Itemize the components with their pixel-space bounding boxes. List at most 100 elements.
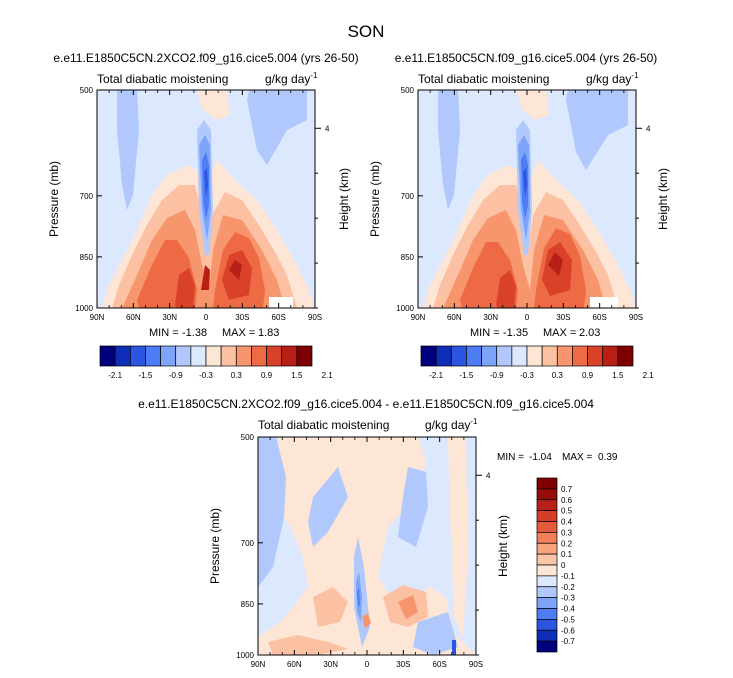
panel-1-xtick-label: 60N — [126, 313, 141, 322]
panel-2-colorbar-label: -1.5 — [460, 371, 474, 380]
panel-2-missing-data-patch — [590, 297, 618, 308]
panel-1-colorbar-box — [114, 345, 131, 367]
panel-2-plot-area — [418, 90, 636, 308]
panel-1-colorbar-box — [266, 345, 283, 367]
panel-1-ytick-label: 700 — [80, 192, 94, 201]
panel-2-colorbar-label: 0.9 — [582, 371, 594, 380]
panel-1-xtick-label: 30N — [162, 313, 177, 322]
panel-1-xtick-label: 30S — [235, 313, 249, 322]
panel-3-max-label: MAX = — [562, 452, 592, 463]
panel-1-max-label: MAX = — [222, 327, 255, 339]
panel-2-xtick-label: 60N — [447, 313, 462, 322]
panel-3-colorbar-label: -0.5 — [561, 615, 575, 624]
panel-3-contour-lt-neg0.5-south-column — [452, 640, 456, 655]
panel-3-colorbar-label: 0.1 — [561, 550, 573, 559]
panel-2-colorbar-box — [572, 345, 588, 367]
panel-1: e.e11.E1850C5CN.2XCO2.f09_g16.cice5.004 … — [47, 51, 359, 380]
panel-2-contour-lt-neg0.3-left — [438, 90, 460, 210]
panel-1-contour-gt1.5-north — [201, 265, 210, 290]
panel-2-units-exponent: -1 — [631, 71, 639, 80]
panel-3-colorbar-label: 0.6 — [561, 496, 573, 505]
panel-2-colorbar-label: 0.3 — [552, 371, 564, 380]
panel-3-colorbar-label: -0.2 — [561, 583, 575, 592]
panel-1-colorbar-box — [129, 345, 146, 367]
panel-3-xtick-label: 60S — [433, 660, 447, 669]
panel-3-colorbar-box — [536, 619, 558, 631]
panel-1-max-value: 1.83 — [258, 327, 279, 339]
panel-3-colorbar-box — [536, 597, 558, 609]
panel-3-colorbar-label: 0.4 — [561, 518, 573, 527]
panel-1-colorbar-label: 1.5 — [291, 371, 303, 380]
panel-1-colorbar-box — [175, 345, 192, 367]
panel-2-colorbar-box — [587, 345, 604, 367]
panel-3-colorbar-box — [536, 586, 558, 598]
panel-1-colorbar-box — [145, 345, 161, 367]
panel-3-colorbar-label: -0.1 — [561, 572, 575, 581]
panel-2-colorbar-box — [450, 345, 467, 367]
panel-1-ylabel-right: Height (km) — [337, 168, 351, 230]
panel-1-colorbar-box — [235, 345, 252, 367]
panel-3-contour-lt-neg0.1-right-upper — [398, 467, 428, 547]
panel-3-colorbar-box — [536, 608, 558, 620]
panel-1-ylabel: Pressure (mb) — [47, 161, 61, 237]
panel-1-title: e.e11.E1850C5CN.2XCO2.f09_g16.cice5.004 … — [53, 51, 358, 65]
panel-3-ylabel: Pressure (mb) — [208, 508, 222, 584]
panel-2-colorbar-box — [511, 345, 528, 367]
panel-3-units-exponent: -1 — [470, 417, 478, 426]
panel-2-contour-gt1.2-north — [496, 270, 516, 308]
panel-1-contour-lt-neg0.3-left — [117, 90, 139, 210]
panel-1-colorbar-box — [251, 345, 267, 367]
panel-1-colorbar-label: -2.1 — [108, 371, 122, 380]
panel-1-ytick-right-label: 4 — [325, 124, 330, 133]
panel-1-contour-gt0-top — [197, 90, 230, 120]
panel-3: e.e11.E1850C5CN.2XCO2.f09_g16.cice5.004 … — [138, 397, 618, 669]
panel-2-colorbar-box — [602, 345, 619, 367]
panel-3-xtick-label: 60N — [287, 660, 302, 669]
panel-1-xtick-label: 90N — [90, 313, 105, 322]
panel-1-colorbar-box — [190, 345, 207, 367]
panel-3-contour-lt-neg0.1-right-lower — [413, 612, 458, 655]
panel-3-colorbar-label: -0.3 — [561, 594, 575, 603]
panel-1-min-label: MIN = — [149, 327, 179, 339]
panel-2-ytick-label: 500 — [401, 86, 415, 95]
panel-3-contour-lt-neg0.1-west — [258, 437, 286, 587]
panel-2-colorbar-label: -2.1 — [429, 371, 443, 380]
panel-2-colorbar-label: 2.1 — [643, 371, 655, 380]
panel-3-min-value: -1.04 — [529, 452, 552, 463]
panel-3-colorbar-box — [536, 499, 558, 511]
panel-3-colorbar-label: -0.7 — [561, 637, 575, 646]
panel-3-min-label: MIN = — [497, 452, 524, 463]
panel-1-contour-lt-neg0.3-right — [247, 90, 307, 165]
panel-1-colorbar-box — [99, 345, 116, 367]
panel-3-contour-lt-neg0.5-equator — [357, 587, 360, 607]
panel-3-colorbar-box — [536, 542, 558, 555]
panel-2-ytick-label: 700 — [401, 192, 415, 201]
panel-3-ytick-label: 500 — [241, 433, 255, 442]
panel-1-min-value: -1.38 — [182, 327, 207, 339]
panel-1-colorbar: -2.1 -1.5 -0.9 -0.3 0.3 0.9 1.5 2.1 — [99, 345, 334, 380]
panel-1-colorbar-label: 2.1 — [322, 371, 334, 380]
figure-title: SON — [348, 22, 385, 41]
panel-1-xtick-label: 90S — [308, 313, 322, 322]
panel-1-missing-data-patch — [269, 297, 293, 308]
panel-1-xtick-label: 0 — [204, 313, 209, 322]
panel-3-colorbar-box — [536, 553, 558, 566]
panel-1-colorbar-label: -0.9 — [169, 371, 183, 380]
panel-1-ytick-label: 850 — [80, 253, 94, 262]
panel-3-axes: 90N 60N 30N 0 30S 60S 90S 500 700 850 1000 4 — [236, 433, 491, 669]
panel-3-contour-lt-neg0.1-interior — [308, 467, 348, 547]
panel-2-contour-lt-neg0.3-right — [566, 90, 628, 170]
panel-3-colorbar-label: -0.4 — [561, 605, 575, 614]
panel-1-colorbar-box — [220, 345, 237, 367]
panel-2-colorbar-box — [617, 345, 634, 367]
panel-2-colorbar-box — [556, 345, 573, 367]
panel-2-left-label: Total diabatic moistening — [418, 72, 549, 86]
panel-3-colorbar-label: 0.5 — [561, 507, 573, 516]
panel-3-left-label: Total diabatic moistening — [258, 418, 389, 432]
panel-3-xtick-label: 90S — [469, 660, 483, 669]
panel-2-colorbar-box — [481, 345, 498, 367]
panel-2: e.e11.E1850C5CN.f09_g16.cice5.004 (yrs 2… — [368, 51, 670, 380]
panel-3-ytick-label: 1000 — [236, 651, 254, 660]
panel-1-units-label: g/kg day-1 — [265, 71, 318, 86]
panel-2-contour-gt0-top — [516, 90, 549, 120]
